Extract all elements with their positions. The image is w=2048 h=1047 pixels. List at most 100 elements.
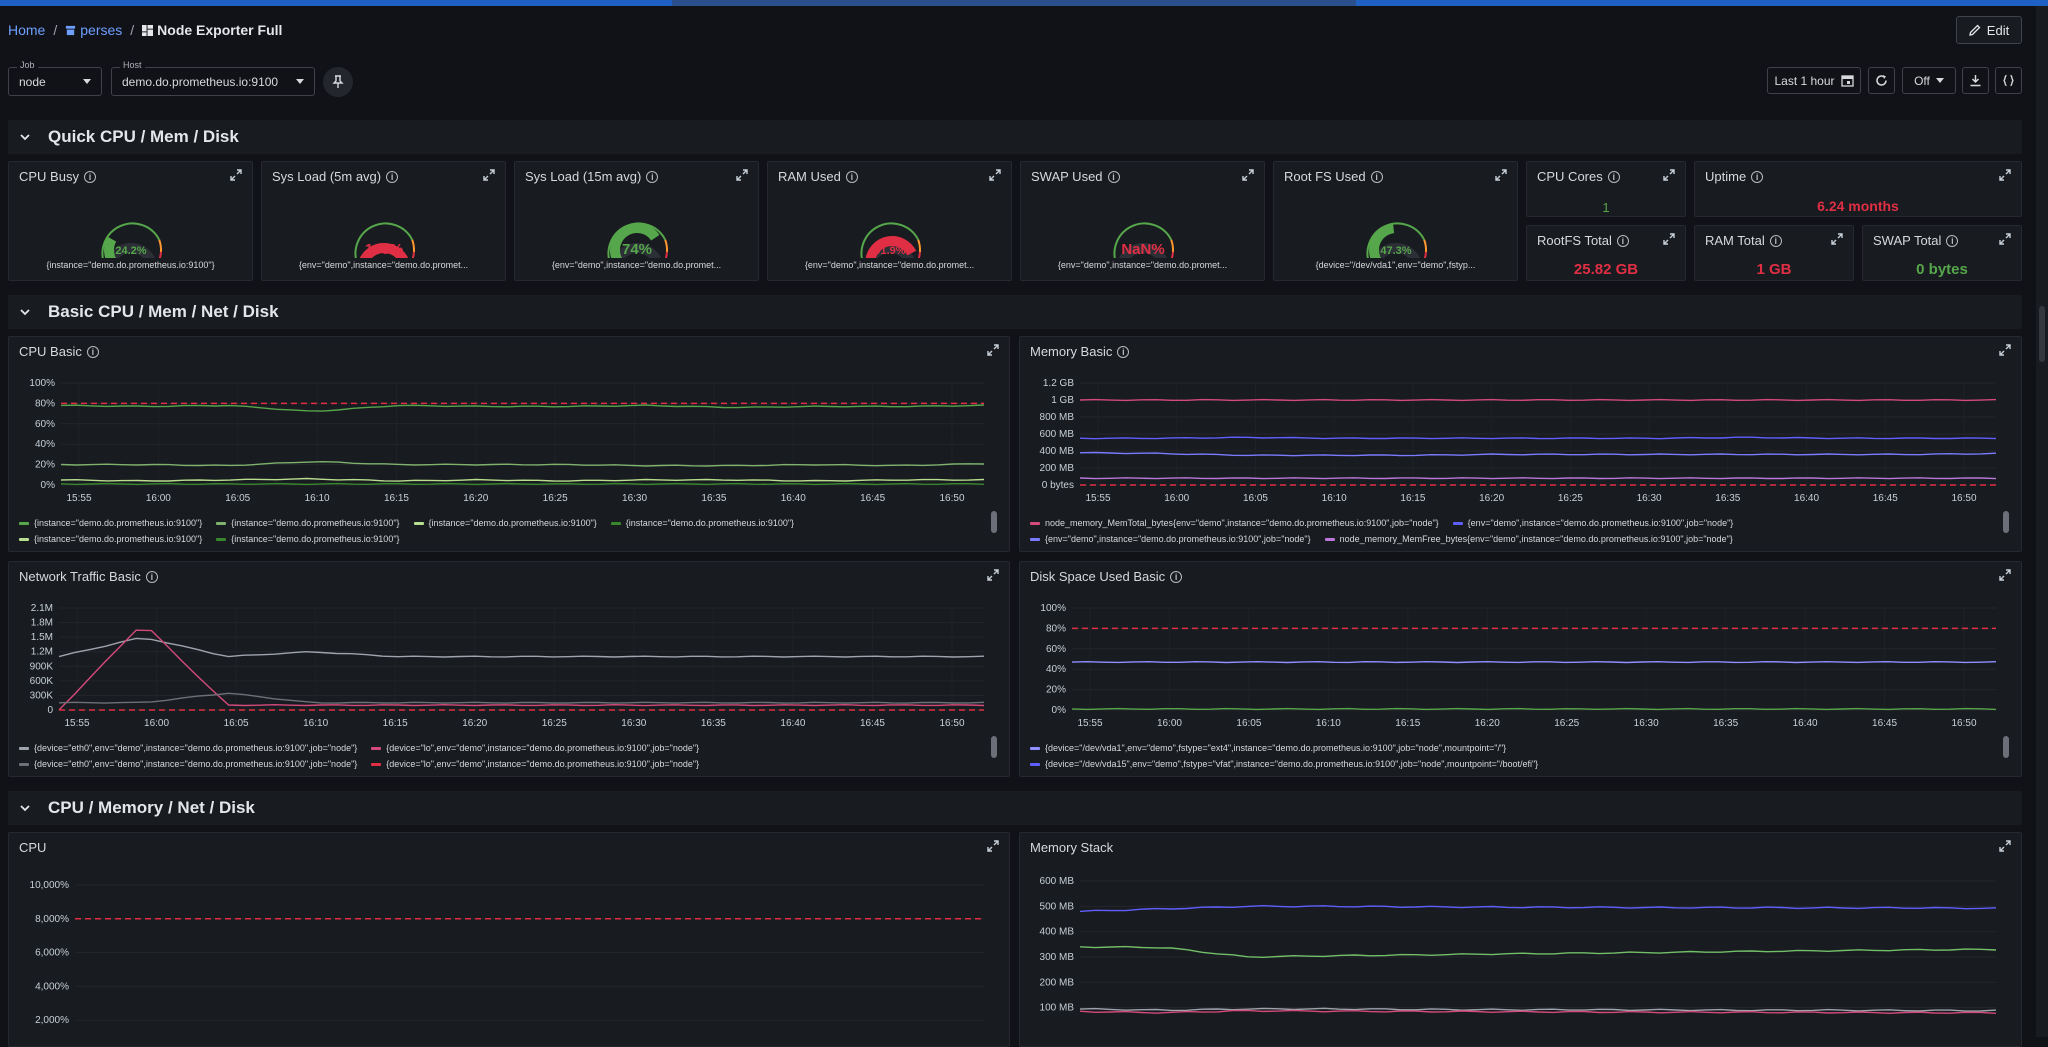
expand-icon[interactable] [483,169,495,181]
cpu-basic-legend: {instance="demo.do.prometheus.io:9100"} {… [19,515,989,545]
panel-memory-basic: Memory Basic i 0 bytes 200 MB 400 MB 600 MB 8… [1019,336,2022,552]
series-line [1079,1009,1997,1015]
legend-item[interactable]: {instance="demo.do.prometheus.io:9100"} [610,518,794,528]
panel-gauge-cpu-busy: CPU Busy i 24.2% {instance="demo.do.prome… [8,161,253,281]
legend-item[interactable]: {device="eth0",env="demo",instance="demo… [19,743,357,753]
row-title: Quick CPU / Mem / Disk [48,127,239,146]
job-variable-label: Job [17,60,38,70]
expand-icon[interactable] [1831,233,1843,245]
legend-scrollbar[interactable] [2003,511,2009,533]
panel-title-row: CPU [19,840,46,855]
series-line [1079,945,1997,959]
expand-icon[interactable] [736,169,748,181]
legend-swatch [610,521,621,525]
legend-scrollbar[interactable] [991,511,997,533]
legend-swatch [1030,746,1040,750]
info-icon[interactable]: i [1946,234,1959,247]
x-tick-label: 16:20 [463,493,488,504]
legend-item[interactable]: {env="demo",instance="demo.do.prometheus… [1030,534,1311,544]
x-tick-label: 16:40 [1793,718,1818,729]
info-icon[interactable]: i [1769,234,1782,247]
row-header-basic[interactable]: Basic CPU / Mem / Net / Disk [8,295,2022,329]
panel-title: Disk Space Used Basic [1030,569,1166,584]
expand-icon[interactable] [1999,840,2011,852]
time-range-picker[interactable]: Last 1 hour [1767,67,1861,94]
legend-item[interactable]: node_memory_MemTotal_bytes{env="demo",in… [1030,518,1439,528]
panel-title-row: RAM Used i [778,169,858,184]
legend-item[interactable]: {device="/dev/vda15",env="demo",fstype="… [1030,759,1538,769]
y-tick-label: 6,000% [35,948,69,959]
info-icon[interactable]: i [86,345,99,358]
panel-title-row: Disk Space Used Basic i [1030,569,1183,584]
info-icon[interactable]: i [386,170,399,183]
expand-icon[interactable] [1999,344,2011,356]
info-icon[interactable]: i [1170,570,1183,583]
legend-item[interactable]: {instance="demo.do.prometheus.io:9100"} [413,518,597,528]
legend-item[interactable]: node_memory_MemFree_bytes{env="demo",ins… [1324,534,1733,544]
info-icon[interactable]: i [1607,170,1620,183]
info-icon[interactable]: i [646,170,659,183]
expand-icon[interactable] [1495,169,1507,181]
json-editor-button[interactable] [1995,67,2022,94]
breadcrumb-project[interactable]: perses [65,22,122,38]
expand-icon[interactable] [1999,233,2011,245]
panel-title-row: CPU Cores i [1537,169,1620,184]
info-icon[interactable]: i [83,170,96,183]
legend-item[interactable]: {instance="demo.do.prometheus.io:9100"} [216,518,400,528]
row-header-full[interactable]: CPU / Memory / Net / Disk [8,791,2022,825]
legend-item[interactable]: {device="lo",env="demo",instance="demo.d… [371,759,699,769]
expand-icon[interactable] [987,840,999,852]
legend-item[interactable]: {instance="demo.do.prometheus.io:9100"} [216,534,400,544]
expand-icon[interactable] [1999,169,2011,181]
edit-button[interactable]: Edit [1956,16,2022,44]
breadcrumb-home[interactable]: Home [8,22,46,38]
legend-scrollbar[interactable] [991,736,997,758]
job-variable-select[interactable]: Job node [8,60,102,96]
y-tick-label: 4,000% [35,981,69,992]
series-line [1079,1007,1997,1012]
x-tick-label: 16:20 [462,718,487,729]
page-scrollbar-thumb[interactable] [2039,306,2045,362]
info-icon[interactable]: i [145,570,158,583]
info-icon[interactable]: i [845,170,858,183]
info-icon[interactable]: i [1751,170,1764,183]
refresh-button[interactable] [1868,67,1895,94]
pin-variables-button[interactable] [323,67,353,97]
x-tick-label: 16:40 [781,493,806,504]
gauge-threshold-band [664,251,668,258]
legend-item[interactable]: {device="lo",env="demo",instance="demo.d… [371,743,699,753]
expand-icon[interactable] [989,169,1001,181]
row-header-quick[interactable]: Quick CPU / Mem / Disk [8,120,2022,154]
expand-icon[interactable] [230,169,242,181]
download-button[interactable] [1962,67,1989,94]
page-scrollbar[interactable] [2036,6,2048,1037]
series-line [1079,451,1997,457]
y-tick-label: 200 MB [1040,977,1075,988]
legend-item[interactable]: {device="/dev/vda1",env="demo",fstype="e… [1030,743,1506,753]
breadcrumb-separator: / [130,22,135,38]
legend-item[interactable]: {instance="demo.do.prometheus.io:9100"} [19,518,202,528]
expand-icon[interactable] [1999,569,2011,581]
legend-scrollbar[interactable] [2003,736,2009,758]
x-tick-label: 16:20 [1475,718,1500,729]
expand-icon[interactable] [1663,169,1675,181]
host-variable-select[interactable]: Host demo.do.prometheus.io:9100 [111,60,315,96]
row-title: CPU / Memory / Net / Disk [48,798,255,817]
x-tick-label: 16:25 [543,493,568,504]
info-icon[interactable]: i [1117,345,1130,358]
legend-item[interactable]: {device="eth0",env="demo",instance="demo… [19,759,357,769]
info-icon[interactable]: i [1370,170,1383,183]
info-icon[interactable]: i [1107,170,1120,183]
expand-icon[interactable] [987,344,999,356]
x-tick-label: 16:50 [939,718,964,729]
legend-item[interactable]: {env="demo",instance="demo.do.prometheus… [1452,518,1733,528]
expand-icon[interactable] [1242,169,1254,181]
gauge-threshold-band [1169,239,1174,252]
refresh-interval-select[interactable]: Off [1902,67,1956,94]
legend-item[interactable]: {instance="demo.do.prometheus.io:9100"} [19,534,202,544]
expand-icon[interactable] [1663,233,1675,245]
info-icon[interactable]: i [1616,234,1629,247]
x-tick-label: 16:30 [622,493,647,504]
expand-icon[interactable] [987,569,999,581]
series-line [1079,477,1997,480]
